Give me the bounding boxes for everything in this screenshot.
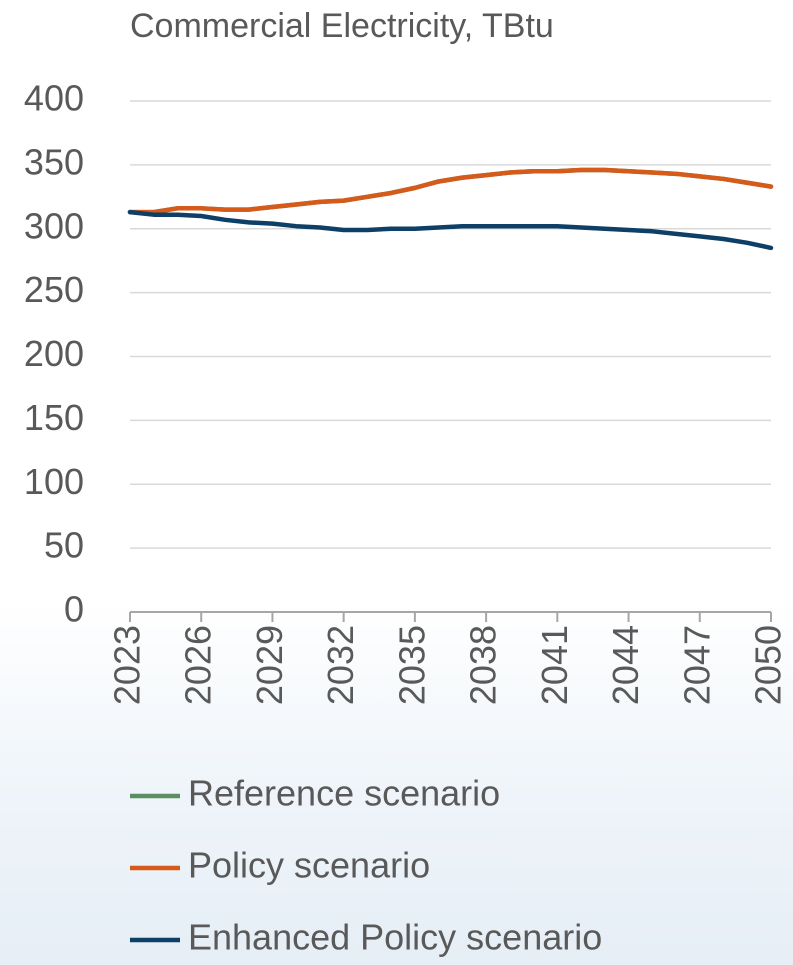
- y-tick-label: 0: [64, 589, 84, 630]
- x-tick-label: 2044: [605, 625, 646, 705]
- x-tick-label: 2026: [178, 625, 219, 705]
- x-tick-label: 2029: [249, 625, 290, 705]
- y-tick-label: 300: [24, 205, 84, 246]
- x-tick-label: 2023: [107, 625, 148, 705]
- legend-label: Policy scenario: [188, 845, 430, 886]
- y-tick-label: 200: [24, 333, 84, 374]
- x-tick-label: 2038: [463, 625, 504, 705]
- legend-label: Enhanced Policy scenario: [188, 917, 602, 958]
- y-tick-label: 350: [24, 141, 84, 182]
- legend-label: Reference scenario: [188, 773, 500, 814]
- series-line: [127, 167, 774, 215]
- chart-title: Commercial Electricity, TBtu: [130, 7, 554, 45]
- y-tick-label: 50: [44, 525, 84, 566]
- x-tick-label: 2032: [320, 625, 361, 705]
- x-tick-label: 2050: [748, 625, 789, 705]
- series-line: [127, 167, 774, 215]
- series-line: [127, 209, 774, 251]
- x-tick-label: 2047: [676, 625, 717, 705]
- y-tick-label: 150: [24, 397, 84, 438]
- y-tick-label: 250: [24, 269, 84, 310]
- y-tick-label: 100: [24, 461, 84, 502]
- x-tick-label: 2041: [534, 625, 575, 705]
- x-tick-label: 2035: [391, 625, 432, 705]
- y-tick-label: 400: [24, 78, 84, 119]
